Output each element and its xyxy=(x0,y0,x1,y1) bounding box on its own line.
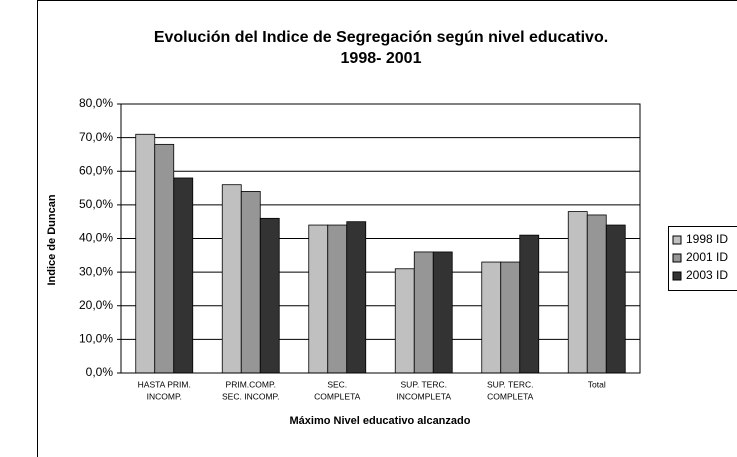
x-tick-label: Total xyxy=(588,379,606,389)
bar xyxy=(432,251,453,374)
bar xyxy=(567,211,588,374)
bar xyxy=(221,184,242,374)
legend-label: 2001 ID xyxy=(686,250,728,264)
bar xyxy=(240,191,261,374)
chart-subtitle: 1998- 2001 xyxy=(341,50,422,67)
bar xyxy=(135,133,156,374)
x-tick-label: PRIM.COMP. xyxy=(226,379,276,389)
y-tick-label: 60,0% xyxy=(79,163,113,177)
y-tick-label: 10,0% xyxy=(79,332,113,346)
x-tick-label: COMPLETA xyxy=(314,391,360,401)
y-tick-label: 70,0% xyxy=(79,130,113,144)
y-tick-label: 40,0% xyxy=(79,231,113,245)
x-tick-label: COMPLETA xyxy=(487,391,533,401)
bar xyxy=(173,177,194,374)
bar xyxy=(500,261,521,374)
chart-title: Evolución del Indice de Segregación segú… xyxy=(154,29,608,46)
bar xyxy=(519,234,540,374)
legend-swatch xyxy=(672,271,682,281)
y-axis-title: Indice de Duncan xyxy=(46,194,58,285)
bar xyxy=(605,224,626,374)
x-tick-label: SUP. TERC. xyxy=(401,379,447,389)
x-tick-label: INCOMPLETA xyxy=(396,391,451,401)
bar xyxy=(586,214,607,374)
x-tick-label: HASTA PRIM. xyxy=(138,379,191,389)
bar xyxy=(394,268,415,374)
y-tick-label: 30,0% xyxy=(79,264,113,278)
x-tick-label: INCOMP. xyxy=(147,391,182,401)
x-axis-title: Máximo Nivel educativo alcanzado xyxy=(290,415,471,427)
y-tick-label: 50,0% xyxy=(79,197,113,211)
x-tick-label: SEC. INCOMP. xyxy=(222,391,279,401)
x-tick-label: SUP. TERC. xyxy=(487,379,533,389)
bar xyxy=(154,143,175,374)
legend-swatch xyxy=(672,235,682,245)
bar xyxy=(308,224,329,374)
bar xyxy=(413,251,434,374)
legend-label: 1998 ID xyxy=(686,232,728,246)
legend-swatch xyxy=(672,253,682,263)
y-tick-label: 0,0% xyxy=(86,365,114,379)
legend-label: 2003 ID xyxy=(686,268,728,282)
bar xyxy=(346,221,367,374)
x-tick-label: SEC. xyxy=(327,379,347,389)
plot-border xyxy=(120,103,641,374)
bar xyxy=(481,261,502,374)
bar xyxy=(259,217,280,374)
y-tick-label: 20,0% xyxy=(79,298,113,312)
bar xyxy=(327,224,348,374)
y-tick-label: 80,0% xyxy=(79,96,113,110)
